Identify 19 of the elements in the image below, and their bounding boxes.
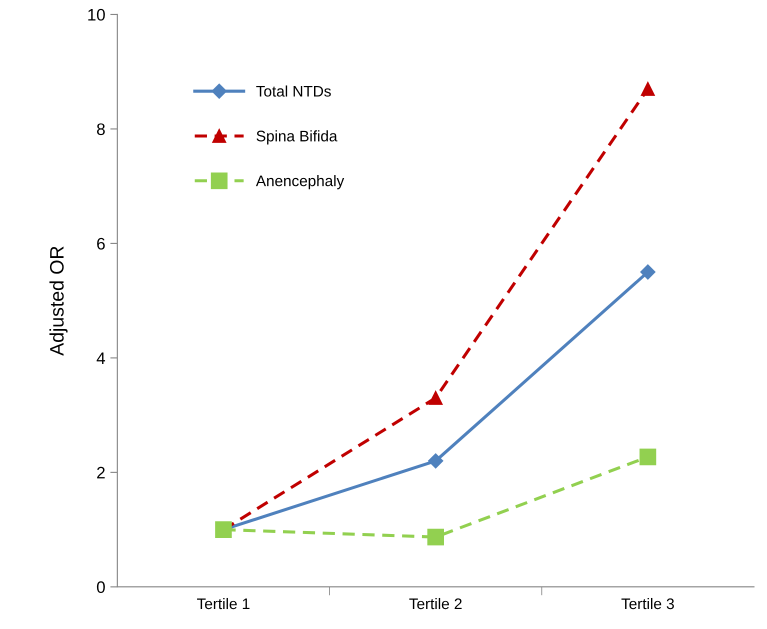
point — [640, 264, 656, 280]
y-tick-label: 8 — [97, 123, 105, 136]
point — [427, 528, 444, 546]
y-axis-title: Adjusted OR — [49, 246, 68, 356]
legend-label: Spina Bifida — [256, 130, 338, 144]
y-tick-label: 10 — [88, 8, 105, 21]
point — [640, 448, 656, 466]
point — [640, 82, 655, 96]
y-tick-label: 0 — [96, 581, 105, 594]
legend-label: Anencephaly — [256, 175, 344, 190]
x-tick-label: Tertile 3 — [621, 598, 674, 610]
y-tick-label: 4 — [96, 352, 106, 364]
x-tick-label: Tertile 2 — [409, 598, 462, 610]
y-tick-label: 2 — [97, 466, 105, 478]
y-tick-label: 6 — [97, 238, 105, 250]
point — [428, 453, 444, 468]
point — [428, 391, 443, 405]
legend-label: Total NTDs — [256, 85, 331, 97]
x-tick-label: Tertile 1 — [197, 598, 250, 610]
